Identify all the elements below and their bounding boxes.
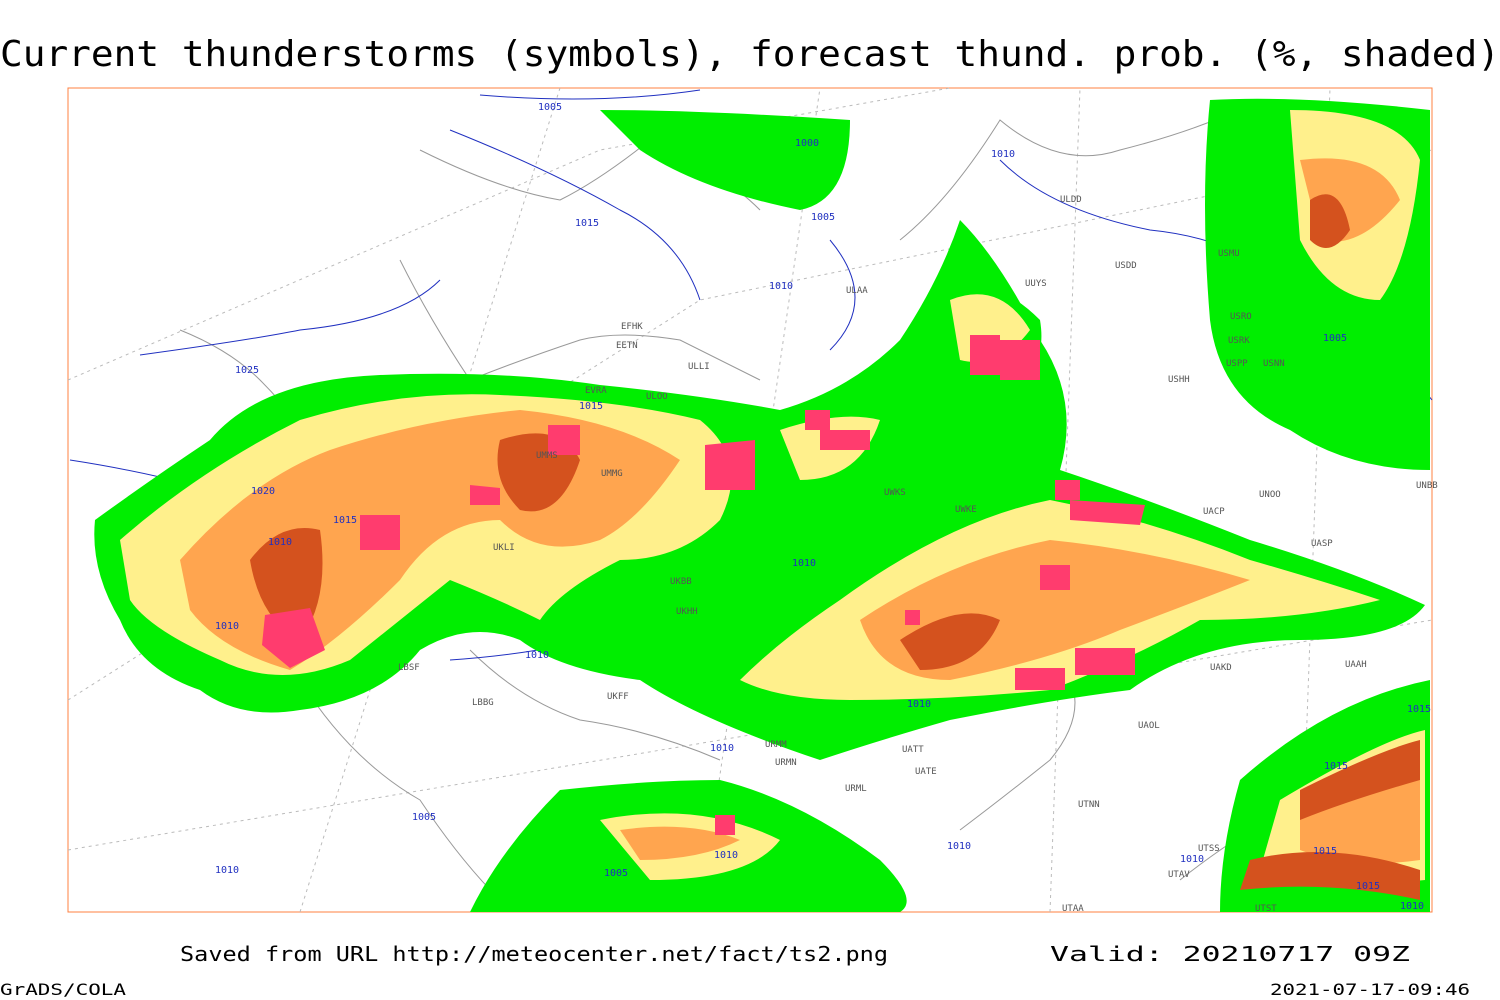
station-label: UMMG	[601, 469, 623, 479]
station-label: UMMS	[536, 451, 558, 461]
isobar-label: 1015	[333, 515, 357, 526]
station-label: USRK	[1228, 336, 1250, 346]
station-label: UTNN	[1078, 800, 1100, 810]
station-label: UAKD	[1210, 663, 1232, 673]
station-label: UUYS	[1025, 279, 1047, 289]
isobar-label: 1010	[792, 558, 816, 569]
station-label: UASP	[1311, 539, 1333, 549]
station-label: URMM	[765, 740, 787, 750]
station-label: UTSS	[1198, 844, 1220, 854]
station-label: ULOO	[646, 392, 668, 402]
station-label: UKHH	[676, 607, 698, 617]
isobar-label: 1010	[1180, 854, 1204, 865]
station-label: UNOO	[1259, 490, 1281, 500]
timestamp: 2021-07-17-09:46	[1270, 980, 1470, 999]
station-label: UNBB	[1416, 481, 1438, 491]
isobar-label: 1015	[575, 218, 599, 229]
isobar-label: 1005	[538, 102, 562, 113]
isobar-label: 1010	[714, 850, 738, 861]
station-label: USPP	[1226, 359, 1248, 369]
station-label: EFHK	[621, 322, 643, 332]
isobar-label: 1010	[215, 865, 239, 876]
isobar-label: 1020	[251, 486, 275, 497]
station-label: UACP	[1203, 507, 1225, 517]
station-label: UTAA	[1062, 904, 1084, 914]
coastline	[179, 99, 1301, 901]
isobar-label: 1010	[769, 281, 793, 292]
station-label: UWKS	[884, 488, 906, 498]
isobar-label: 1015	[1324, 761, 1348, 772]
station-label: URML	[845, 784, 867, 794]
isobar-label: 1015	[1313, 846, 1337, 857]
station-label: LBBG	[472, 698, 494, 708]
isobar-label: 1015	[1407, 704, 1431, 715]
station-label: UAOL	[1138, 721, 1160, 731]
isobar-label: 1015	[1356, 881, 1380, 892]
station-label: UWKE	[955, 505, 977, 515]
station-label: EETN	[616, 341, 638, 351]
isobar-label: 1005	[1323, 333, 1347, 344]
station-label: UAAH	[1345, 660, 1367, 670]
isobar-label: 1010	[525, 650, 549, 661]
isobar-label: 1010	[1400, 901, 1424, 912]
isobar-label: 1015	[579, 401, 603, 412]
station-label: USDD	[1115, 261, 1137, 271]
station-label: ULLI	[688, 362, 710, 372]
station-label: UATT	[902, 745, 924, 755]
isobar-label: 1010	[947, 841, 971, 852]
station-labels: ULDD USDD USMU UUYS ULAA EFHK EETN ULLI …	[398, 195, 1438, 914]
thunder-prob-high	[180, 158, 1420, 864]
station-label: URMN	[775, 758, 797, 768]
map: 1005 1000 1005 1015 1010 1010 1025 1015 …	[67, 87, 1438, 914]
isobar-label: 1025	[235, 365, 259, 376]
station-label: ULDD	[1060, 195, 1082, 205]
station-label: USRO	[1230, 312, 1252, 322]
isobar-label: 1005	[604, 868, 628, 879]
station-label: UKBB	[670, 577, 692, 587]
isobar-label: 1010	[907, 699, 931, 710]
isobar-label: 1005	[412, 812, 436, 823]
source-url: Saved from URL http://meteocenter.net/fa…	[180, 942, 888, 966]
isobar-label: 1010	[215, 621, 239, 632]
isobar-label: 1000	[795, 138, 819, 149]
station-label: USHH	[1168, 375, 1190, 385]
station-label: UTST	[1255, 904, 1277, 914]
station-label: UATE	[915, 767, 937, 777]
software: GrADS/COLA	[0, 980, 126, 999]
station-label: USMU	[1218, 249, 1240, 259]
station-label: USNN	[1263, 359, 1285, 369]
station-label: EVRA	[585, 386, 607, 396]
station-label: UKLI	[493, 543, 515, 553]
isobar-label: 1010	[710, 743, 734, 754]
isobar-label: 1010	[991, 149, 1015, 160]
station-label: UKFF	[607, 692, 629, 702]
isobar-labels: 1005 1000 1005 1015 1010 1010 1025 1015 …	[215, 102, 1431, 912]
title: Current thunderstorms (symbols), forecas…	[0, 34, 1500, 75]
isobar-label: 1005	[811, 212, 835, 223]
station-label: UTAV	[1168, 870, 1190, 880]
station-label: LBSF	[398, 663, 420, 673]
valid-time: Valid: 20210717 09Z	[1050, 942, 1410, 966]
station-label: ULAA	[846, 286, 868, 296]
isobar-label: 1010	[268, 537, 292, 548]
